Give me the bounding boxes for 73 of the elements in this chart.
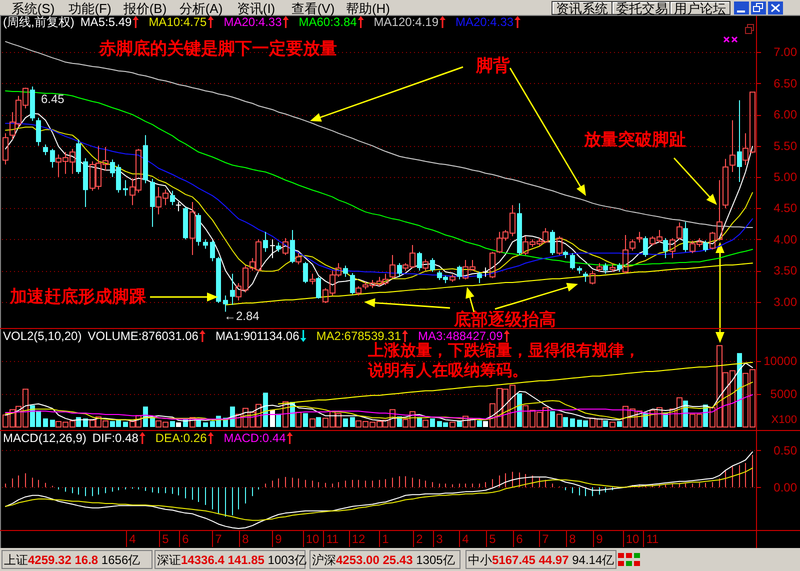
y-tick-label: 10000 [764, 354, 798, 368]
y-tick-label: 7.00 [774, 45, 798, 60]
text: DIF:0.48 [92, 431, 139, 445]
text: 用户论坛 [674, 1, 726, 16]
text: 分析(A) [179, 1, 223, 16]
x-tick-label: 7 [542, 532, 550, 546]
annotation: MA20:4.33 [224, 15, 282, 29]
chart-title: MACD(12,26,9) [3, 431, 86, 445]
text: 深证14336.4 141.85 1003亿 [157, 553, 306, 567]
text: 系统(S) [11, 1, 55, 16]
chart-title: VOL2(5,10,20) [3, 329, 82, 343]
x-tick-label: 7 [215, 532, 222, 546]
annotation: VOLUME:876031.06 [88, 329, 199, 343]
x-tick-label: 9 [275, 532, 282, 546]
x-tick-label: 6 [516, 532, 524, 546]
y-tick-label: 4.50 [774, 201, 798, 216]
y-tick-label: 6.00 [774, 108, 798, 122]
x-tick-label: 8 [242, 532, 250, 546]
x-tick-label: 3 [436, 532, 444, 546]
y-tick-label: 4.00 [774, 232, 798, 246]
x-tick-label: 6 [182, 532, 190, 546]
annotation: 底部逐级抬高 [453, 310, 556, 330]
annotation: 上涨放量，下跌缩量，显得很有规律， [367, 340, 640, 360]
annotation: MACD:0.44 [224, 431, 286, 445]
text: 功能(F) [68, 1, 112, 16]
text: MA20:4.33 [456, 15, 514, 29]
y-tick-label: 5.50 [774, 138, 798, 153]
y-tick-label: 5000 [770, 387, 798, 401]
x-tick-label: 1 [382, 532, 390, 546]
text: 资讯系统 [556, 1, 608, 16]
x-tick-label: 8 [569, 532, 576, 546]
x-tick-label: 2 [416, 532, 424, 546]
y-tick-label: 6.50 [774, 76, 798, 90]
chart-title: (周线,前复权) [3, 15, 74, 29]
text: MA3:488427.09 [418, 329, 504, 343]
y-tick-label: 0.00 [774, 480, 798, 494]
text: MA60:3.84 [298, 15, 358, 29]
x-tick-label: 9 [596, 532, 604, 546]
y-tick-label: 3.50 [774, 264, 798, 278]
text: MA5:5.49 [80, 15, 132, 29]
y-axis-title: X100 [771, 414, 797, 426]
annotation: ←2.84 [224, 309, 260, 323]
x-tick-label: 4 [129, 532, 136, 546]
text: 查看(V) [291, 1, 335, 16]
x-tick-label: 5 [489, 532, 496, 546]
x-tick-label: 10 [306, 532, 320, 546]
annotation: 6.45 [41, 92, 65, 106]
text: 中小5167.45 44.97 94.14亿 [468, 553, 614, 567]
text: MA1:901134.06 [215, 329, 300, 343]
x-tick-label: 10 [626, 532, 640, 546]
x-tick-label: 11 [326, 532, 340, 546]
text: 资讯(I) [236, 1, 276, 16]
text: MA120:4.19 [374, 15, 439, 29]
y-tick-label: 0.50 [774, 443, 798, 458]
text: MA2:678539.31 [316, 329, 402, 343]
x-tick-label: 5 [162, 532, 170, 546]
annotation: 赤脚底的关键是脚下一定要放量 [98, 39, 337, 59]
annotation: 放量突破脚趾 [583, 130, 686, 150]
annotation: 脚背 [475, 56, 511, 76]
text: 帮助(H) [346, 1, 390, 16]
x-tick-label: 12 [352, 532, 366, 546]
x-tick-label: 11 [646, 532, 660, 546]
y-tick-label: 3.00 [774, 294, 798, 309]
text: 上证4259.32 16.8 1656亿 [4, 553, 140, 567]
y-tick-label: 5.00 [774, 170, 798, 184]
text: MA10:4.75 [148, 15, 208, 29]
annotation: 说明有人在吸纳筹码。 [367, 360, 528, 380]
text: 报价(B) [122, 1, 167, 16]
annotation: 加速赶底形成脚踝 [9, 287, 146, 307]
text: 委托交易 [616, 1, 668, 16]
text: DEA:0.26 [155, 431, 208, 445]
x-tick-label: 4 [462, 532, 470, 546]
text: 沪深4253.00 25.43 1305亿 [312, 553, 455, 567]
